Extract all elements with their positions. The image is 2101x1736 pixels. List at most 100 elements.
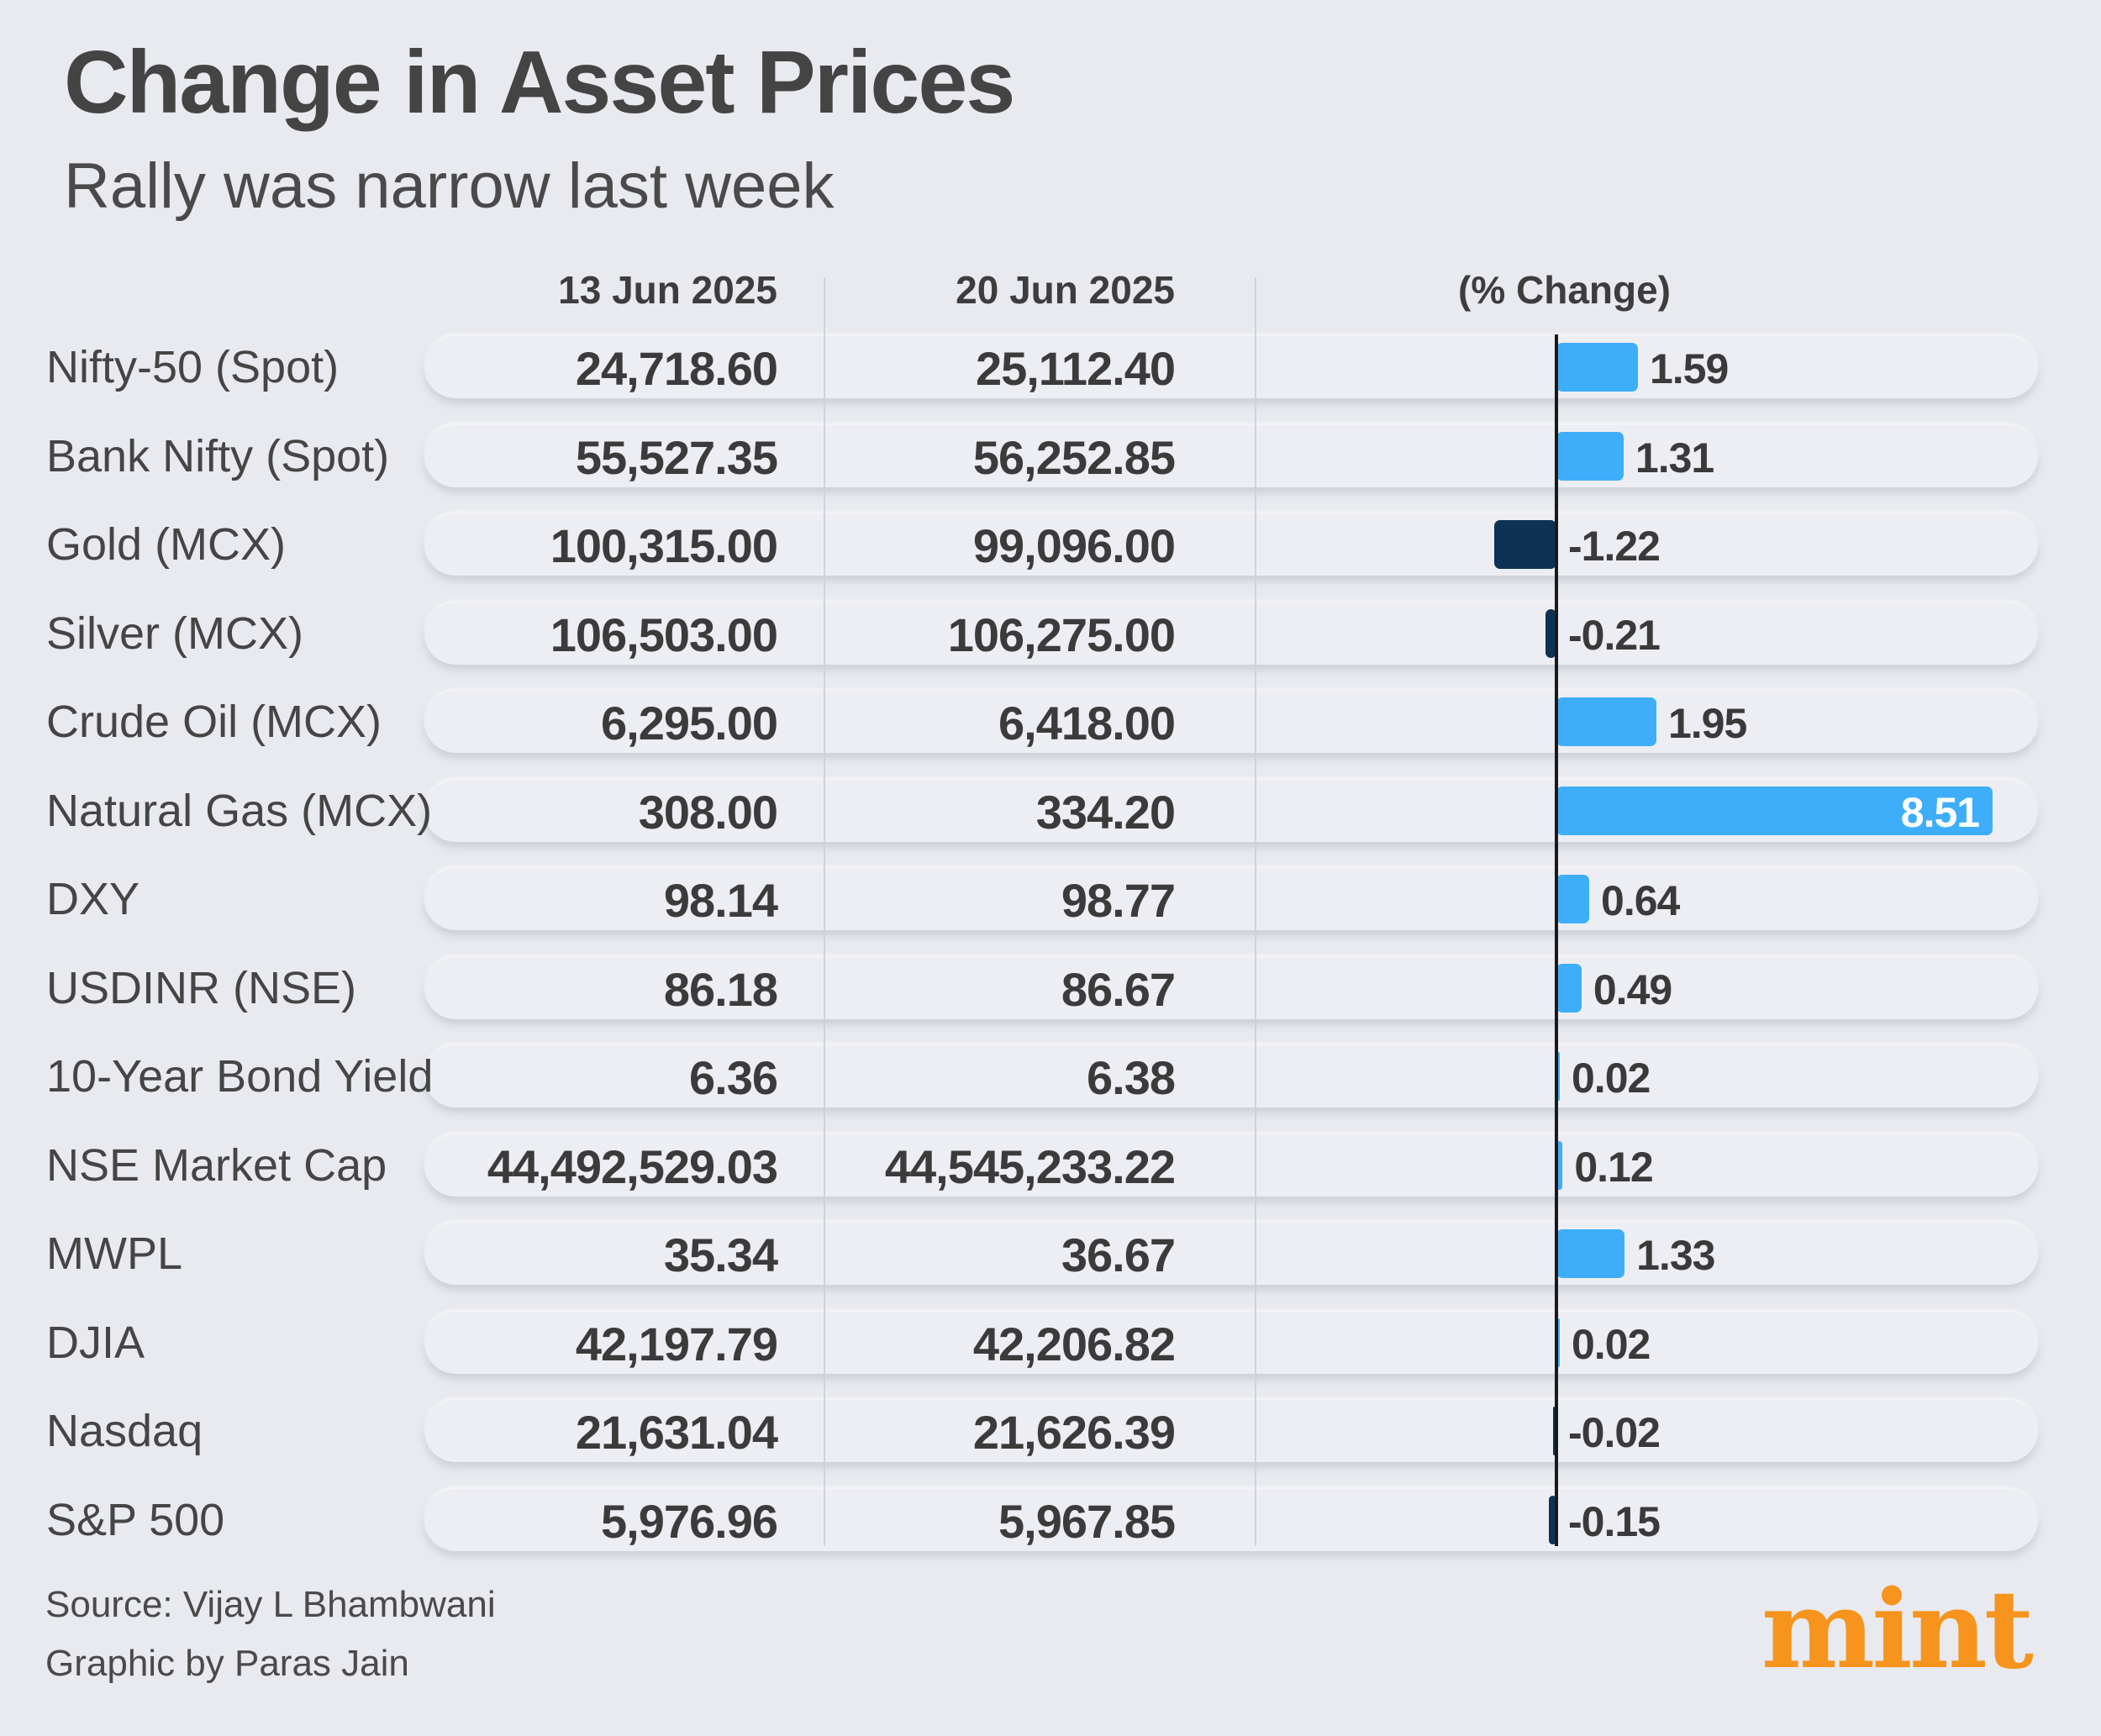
pct-change-bar [1556, 697, 1656, 746]
value-20-jun: 6.38 [1087, 1051, 1176, 1104]
table-row: Natural Gas (MCX) 308.00 334.20 8.51 [0, 779, 2101, 842]
pct-change-bar [1556, 343, 1638, 392]
value-20-jun: 44,545,233.22 [884, 1139, 1176, 1193]
asset-label: USDINR (NSE) [46, 962, 357, 1013]
table-row: DJIA 42,197.79 42,206.82 0.02 [0, 1311, 2101, 1374]
pct-change-bar [1556, 786, 1993, 835]
table-row: 10-Year Bond Yield 6.36 6.38 0.02 [0, 1045, 2101, 1107]
graphic-credit: Graphic by Paras Jain [45, 1643, 409, 1684]
value-20-jun: 36.67 [1061, 1228, 1176, 1281]
value-13-jun: 106,503.00 [550, 608, 778, 661]
column-divider [824, 277, 825, 1546]
asset-label: S&P 500 [46, 1494, 225, 1545]
row-background [424, 1045, 2038, 1107]
asset-label: Nifty-50 (Spot) [46, 342, 340, 392]
value-13-jun: 5,976.96 [601, 1494, 778, 1548]
value-20-jun: 98.77 [1061, 874, 1176, 927]
table-row: USDINR (NSE) 86.18 86.67 0.49 [0, 956, 2101, 1019]
row-background [424, 691, 2038, 753]
asset-label: MWPL [46, 1228, 182, 1279]
pct-change-label: 1.95 [1667, 700, 1747, 747]
column-header-pct-change: (% Change) [1458, 268, 1671, 312]
pct-change-label: 0.49 [1593, 965, 1672, 1013]
table-row: Nifty-50 (Spot) 24,718.60 25,112.40 1.59 [0, 336, 2101, 398]
pct-change-bar [1556, 431, 1624, 481]
asset-label: Silver (MCX) [46, 608, 303, 659]
pct-change-bar [1556, 1318, 1560, 1367]
row-background [424, 336, 2038, 398]
pct-change-label: -0.15 [1568, 1497, 1661, 1545]
value-13-jun: 42,197.79 [575, 1317, 778, 1370]
asset-label: Gold (MCX) [46, 519, 287, 570]
value-20-jun: 86.67 [1061, 962, 1176, 1016]
value-13-jun: 24,718.60 [575, 342, 778, 395]
zero-axis-line [1555, 334, 1558, 1546]
pct-change-label: 1.33 [1636, 1232, 1715, 1279]
table-row: Nasdaq 21,631.04 21,626.39 -0.02 [0, 1400, 2101, 1462]
table-row: Gold (MCX) 100,315.00 99,096.00 -1.22 [0, 513, 2101, 576]
row-background [424, 1311, 2038, 1374]
asset-label: DJIA [46, 1317, 145, 1368]
pct-change-label: 0.02 [1572, 1055, 1651, 1102]
value-20-jun: 334.20 [1035, 785, 1176, 839]
pct-change-label: 0.02 [1572, 1320, 1651, 1368]
column-header-20-jun: 20 Jun 2025 [956, 268, 1175, 312]
row-background [424, 956, 2038, 1019]
table-row: DXY 98.14 98.77 0.64 [0, 868, 2101, 930]
value-20-jun: 25,112.40 [975, 342, 1176, 395]
asset-label: DXY [46, 874, 140, 924]
pct-change-label: -1.22 [1568, 523, 1661, 570]
value-13-jun: 6,295.00 [601, 697, 778, 750]
row-background [424, 513, 2038, 576]
row-background [424, 1400, 2038, 1462]
value-13-jun: 308.00 [638, 785, 778, 839]
value-13-jun: 44,492,529.03 [487, 1139, 778, 1193]
value-20-jun: 42,206.82 [972, 1317, 1176, 1370]
value-13-jun: 35.34 [663, 1228, 778, 1281]
row-background [424, 1488, 2038, 1551]
pct-change-label: 1.59 [1649, 345, 1729, 392]
value-13-jun: 98.14 [663, 874, 778, 927]
asset-label: 10-Year Bond Yield [46, 1051, 434, 1102]
value-20-jun: 56,252.85 [972, 430, 1176, 484]
value-13-jun: 55,527.35 [575, 430, 778, 484]
asset-label: Natural Gas (MCX) [46, 785, 433, 836]
value-13-jun: 100,315.00 [550, 519, 778, 572]
pct-change-bar [1556, 1140, 1563, 1190]
chart-title: Change in Asset Prices [64, 33, 1015, 132]
mint-logo: mint [1761, 1567, 2034, 1693]
pct-change-bar [1556, 963, 1582, 1013]
table-row: Silver (MCX) 106,503.00 106,275.00 -0.21 [0, 602, 2101, 665]
value-13-jun: 21,631.04 [575, 1406, 778, 1459]
column-header-13-jun: 13 Jun 2025 [558, 268, 777, 312]
table-row: S&P 500 5,976.96 5,967.85 -0.15 [0, 1488, 2101, 1551]
value-20-jun: 5,967.85 [998, 1494, 1176, 1548]
pct-change-bar [1548, 1495, 1556, 1544]
pct-change-label: 1.31 [1635, 434, 1714, 481]
value-20-jun: 6,418.00 [998, 697, 1176, 750]
row-background [424, 1134, 2038, 1197]
value-13-jun: 86.18 [663, 962, 778, 1016]
value-13-jun: 6.36 [689, 1051, 778, 1104]
chart-subtitle: Rally was narrow last week [64, 150, 835, 222]
table-row: Bank Nifty (Spot) 55,527.35 56,252.85 1.31 [0, 424, 2101, 487]
pct-change-bar [1556, 1052, 1560, 1101]
asset-label: Bank Nifty (Spot) [46, 430, 390, 481]
pct-change-label: -0.21 [1568, 611, 1661, 659]
pct-change-label: 0.12 [1574, 1143, 1653, 1191]
asset-label: Crude Oil (MCX) [46, 697, 382, 747]
table-row: NSE Market Cap 44,492,529.03 44,545,233.22… [0, 1134, 2101, 1197]
row-background [424, 1223, 2038, 1285]
table-row: Crude Oil (MCX) 6,295.00 6,418.00 1.95 [0, 691, 2101, 753]
row-background [424, 424, 2038, 487]
pct-change-label: 8.51 [1900, 788, 1980, 836]
value-20-jun: 21,626.39 [972, 1406, 1176, 1459]
pct-change-bar [1493, 520, 1556, 569]
pct-change-bar [1556, 875, 1590, 923]
row-background [424, 868, 2038, 930]
asset-label: Nasdaq [46, 1406, 203, 1456]
pct-change-label: 0.64 [1601, 877, 1680, 924]
asset-label: NSE Market Cap [46, 1139, 387, 1191]
value-20-jun: 99,096.00 [972, 519, 1176, 572]
